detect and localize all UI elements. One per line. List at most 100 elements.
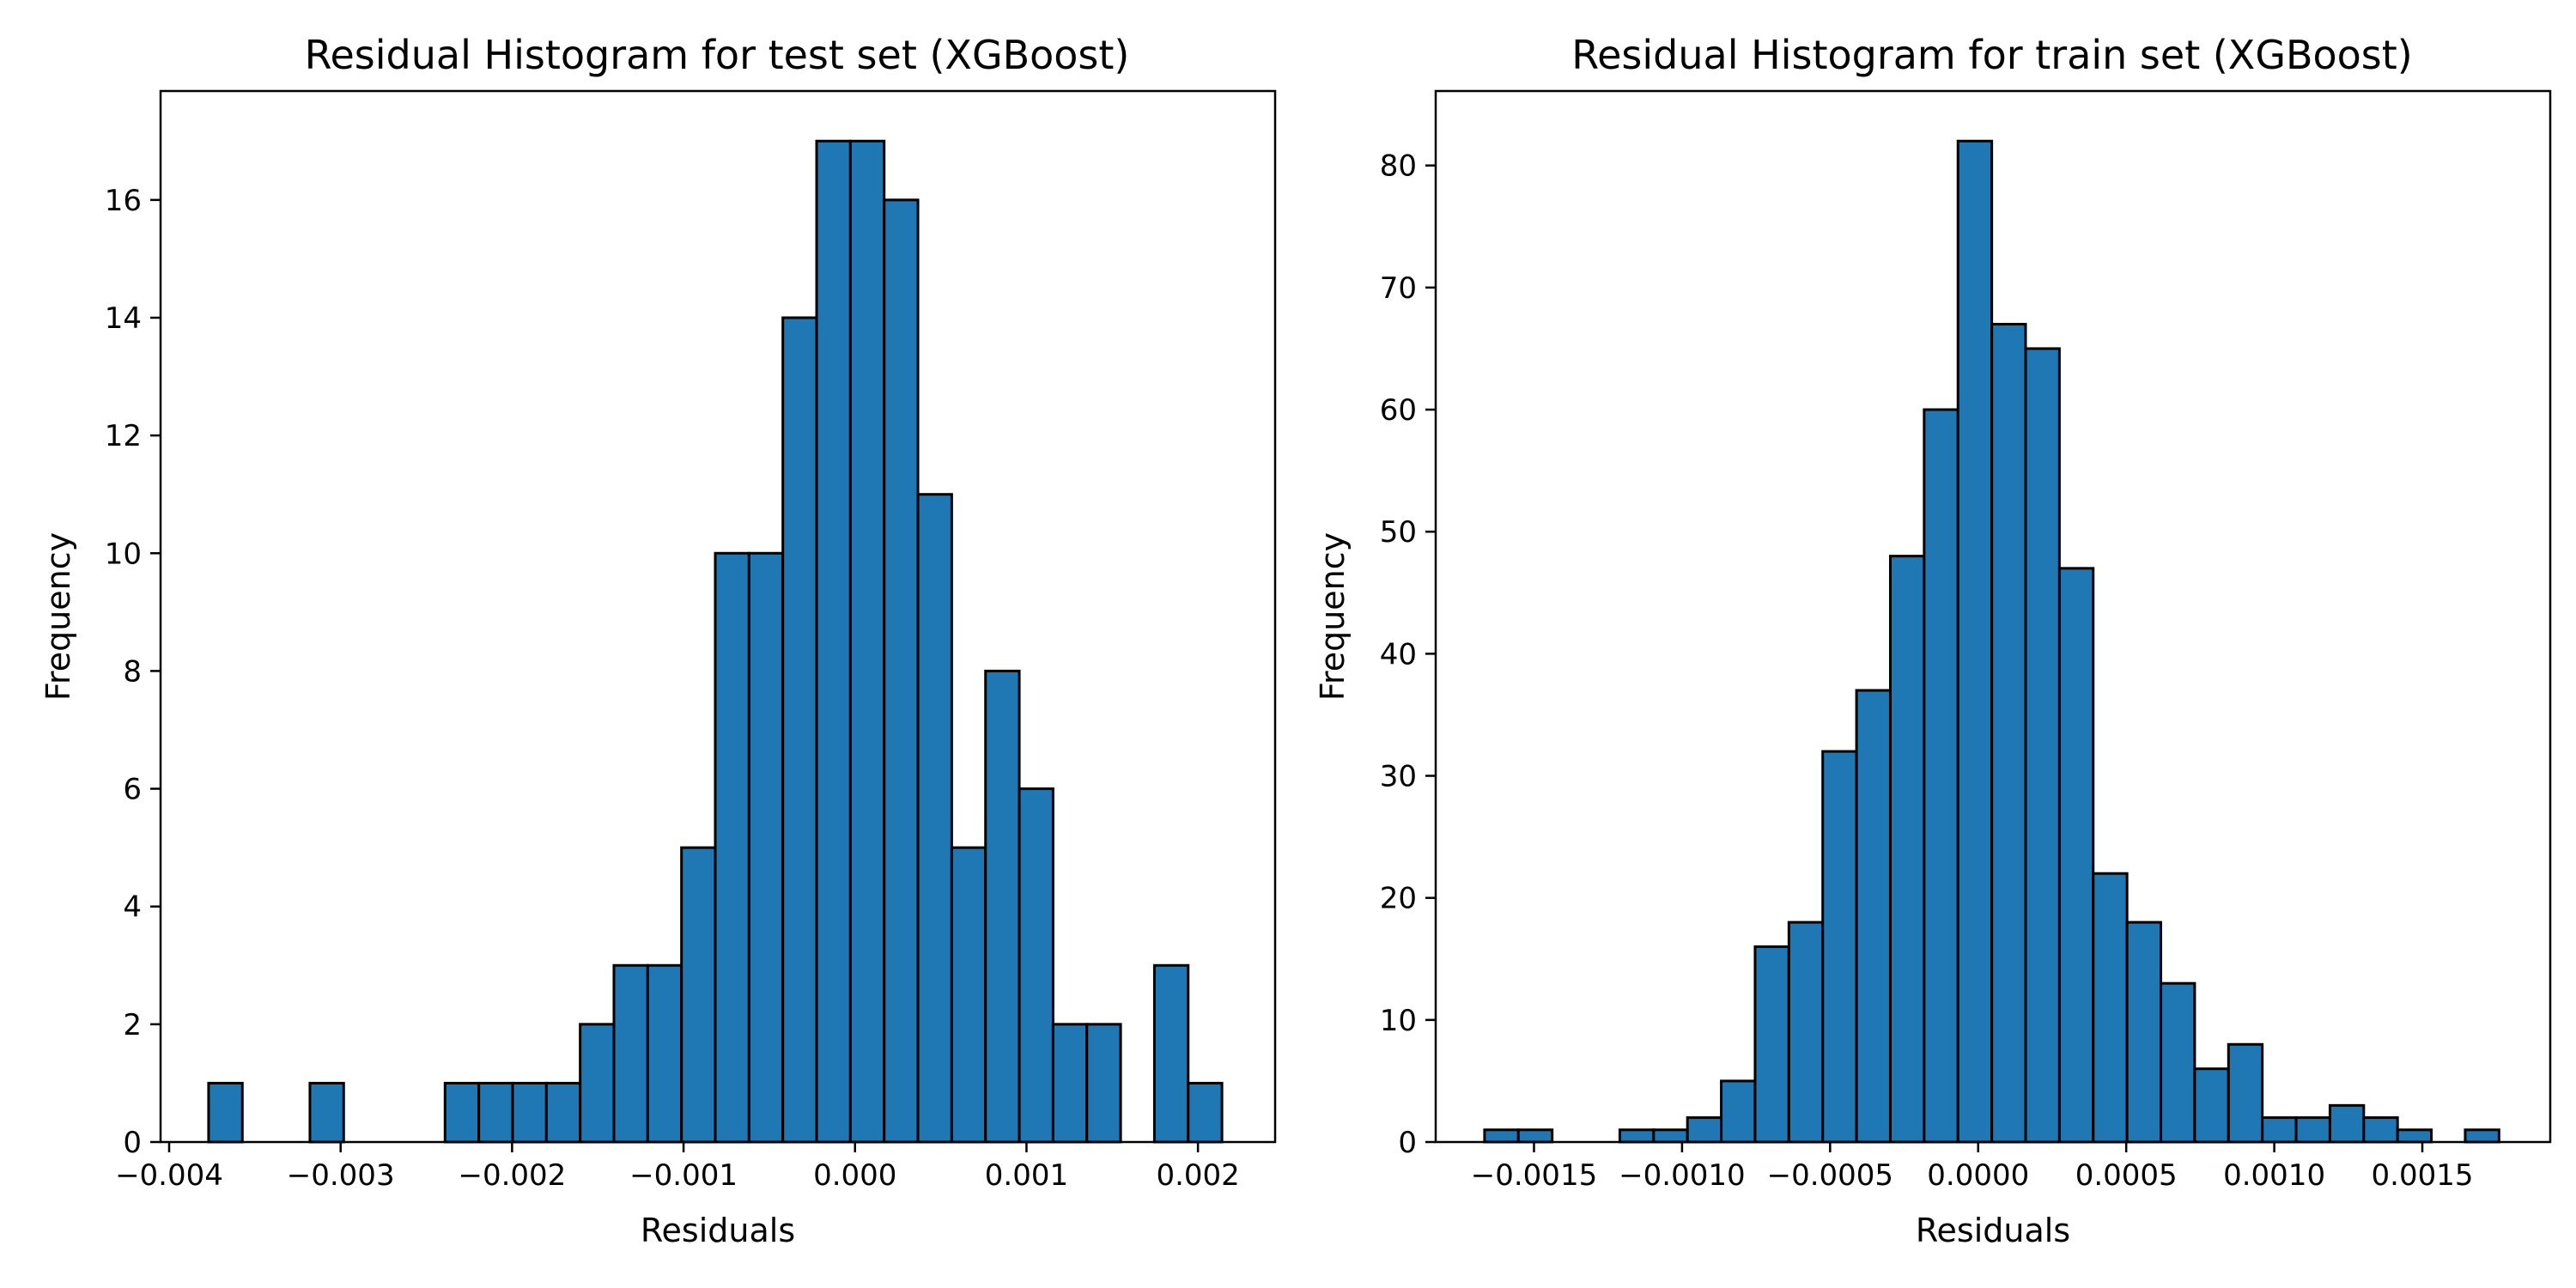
histogram-bar	[308, 1081, 345, 1144]
y-tick-label: 14	[105, 301, 142, 336]
y-axis-ticks: 0 2 4 6 8 10 12 14 16	[105, 184, 161, 1160]
plot-frame	[159, 89, 1277, 1144]
y-axis-ticks: 0 10 20 30 40 50 60 70 80	[1380, 149, 1436, 1160]
y-tick-label: 8	[123, 654, 142, 689]
test-residual-histogram: Residual Histogram for test set (XGBoost…	[39, 32, 1277, 1249]
histogram-bar	[2125, 920, 2163, 1144]
y-tick-label: 80	[1380, 149, 1417, 184]
y-tick-label: 20	[1380, 882, 1417, 916]
bars	[1483, 139, 2500, 1144]
histogram-bar	[1720, 1079, 1757, 1144]
histogram-bar	[2092, 872, 2129, 1144]
y-tick-label: 6	[123, 773, 142, 807]
y-tick-label: 50	[1380, 515, 1417, 550]
histogram-bar	[2464, 1128, 2500, 1144]
histogram-bar	[1956, 139, 1994, 1144]
histogram-bar	[2328, 1103, 2366, 1144]
chart-title: Residual Histogram for test set (XGBoost…	[305, 32, 1130, 78]
histogram-bar	[848, 139, 886, 1144]
histogram-bar	[1516, 1128, 1554, 1144]
histogram-bar	[2227, 1042, 2264, 1144]
y-tick-label: 60	[1380, 393, 1417, 428]
plot-frame	[1434, 89, 2552, 1144]
histogram-bar	[1618, 1128, 1656, 1144]
histogram-bar	[1753, 945, 1790, 1144]
x-tick-label: 0.000	[813, 1158, 896, 1193]
histogram-bar	[1051, 1023, 1089, 1144]
x-tick-label: 0.0010	[2223, 1158, 2325, 1193]
histogram-bar	[477, 1081, 514, 1144]
histogram-bar	[1990, 323, 2027, 1144]
y-tick-label: 70	[1380, 271, 1417, 306]
histogram-bar	[612, 963, 649, 1144]
x-tick-label: 0.002	[1156, 1158, 1239, 1193]
histogram-bar	[1018, 787, 1054, 1144]
x-tick-label: −0.001	[629, 1158, 738, 1193]
histogram-bar	[950, 846, 987, 1144]
histogram-bar	[511, 1081, 548, 1144]
histogram-bar	[984, 669, 1021, 1144]
histogram-bar	[2362, 1116, 2399, 1144]
y-tick-label: 0	[1398, 1126, 1417, 1160]
x-axis-label: Residuals	[641, 1212, 795, 1249]
bars	[207, 139, 1224, 1144]
histogram-bar	[916, 493, 953, 1144]
y-tick-label: 4	[123, 890, 142, 925]
histogram-bar	[2024, 347, 2061, 1144]
histogram-bar	[544, 1081, 582, 1144]
histogram-bar	[1187, 1081, 1224, 1144]
x-tick-label: −0.0005	[1767, 1158, 1893, 1193]
histogram-bar	[1483, 1128, 1520, 1144]
chart-title: Residual Histogram for train set (XGBoos…	[1571, 32, 2413, 78]
x-tick-label: 0.0015	[2372, 1158, 2474, 1193]
histogram-bar	[2396, 1128, 2433, 1144]
y-axis-label: Frequency	[39, 532, 77, 701]
histogram-bar	[781, 316, 818, 1144]
histogram-bar	[1888, 555, 1926, 1144]
x-axis-label: Residuals	[1916, 1212, 2070, 1249]
histogram-bar	[1152, 963, 1190, 1144]
histogram-bar	[747, 551, 785, 1144]
y-tick-label: 40	[1380, 637, 1417, 671]
x-tick-label: 0.0005	[2075, 1158, 2178, 1193]
histogram-bar	[1855, 689, 1892, 1144]
histogram-bar	[1686, 1116, 1723, 1144]
histogram-bar	[1821, 750, 1858, 1144]
histogram-bar	[2057, 567, 2095, 1144]
histogram-bar	[815, 139, 852, 1144]
histogram-bar	[1652, 1128, 1689, 1144]
y-tick-label: 30	[1380, 760, 1417, 794]
histogram-bar	[1787, 920, 1825, 1144]
histogram-bar	[2294, 1116, 2331, 1144]
histogram-bar	[714, 551, 750, 1144]
y-tick-label: 12	[105, 419, 142, 453]
train-residual-histogram: Residual Histogram for train set (XGBoos…	[1314, 32, 2552, 1249]
x-axis-ticks: −0.004 −0.003 −0.002 −0.001 0.000 0.001 0.002	[115, 1142, 1240, 1193]
x-tick-label: 0.001	[985, 1158, 1068, 1193]
histogram-bar	[680, 846, 717, 1144]
histogram-bar	[2193, 1067, 2230, 1144]
histogram-bar	[2261, 1116, 2298, 1144]
histogram-bar	[1923, 408, 1959, 1144]
y-axis-label: Frequency	[1314, 532, 1352, 701]
histogram-bar	[2160, 981, 2196, 1144]
x-axis-ticks: −0.0015 −0.0010 −0.0005 0.0000 0.0005 0.0010 0…	[1471, 1142, 2474, 1193]
x-tick-label: 0.0000	[1927, 1158, 2029, 1193]
histogram-bar	[207, 1081, 244, 1144]
x-tick-label: −0.0015	[1471, 1158, 1597, 1193]
x-tick-label: −0.002	[458, 1158, 566, 1193]
x-tick-label: −0.003	[287, 1158, 395, 1193]
y-tick-label: 16	[105, 184, 142, 218]
histogram-bar	[883, 198, 920, 1144]
histogram-bar	[443, 1081, 481, 1144]
x-tick-label: −0.0010	[1619, 1158, 1745, 1193]
x-tick-label: −0.004	[115, 1158, 223, 1193]
histogram-bar	[1085, 1023, 1122, 1144]
y-tick-label: 10	[105, 537, 142, 571]
histogram-bar	[579, 1023, 616, 1144]
y-tick-label: 2	[123, 1008, 142, 1042]
y-tick-label: 10	[1380, 1004, 1417, 1038]
y-tick-label: 0	[123, 1126, 142, 1160]
histogram-bar	[646, 963, 683, 1144]
